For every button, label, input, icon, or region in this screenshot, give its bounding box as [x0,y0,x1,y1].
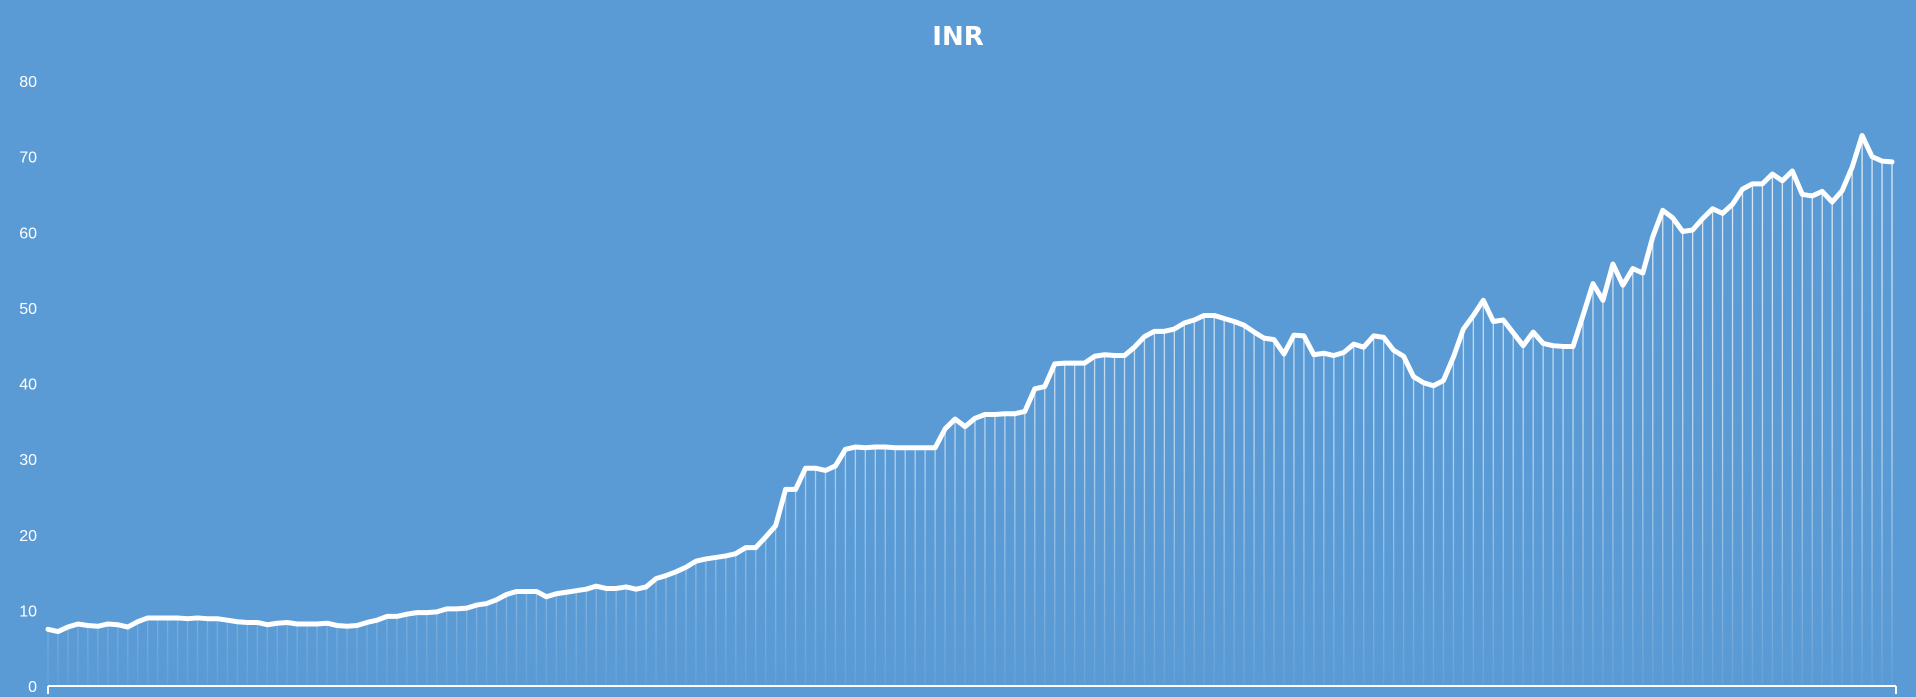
y-tick-label: 80 [19,74,37,91]
stem-series [47,135,1893,686]
y-tick-label: 20 [19,528,37,545]
y-tick-label: 0 [28,679,37,696]
y-tick-label: 40 [19,377,37,394]
y-tick-label: 50 [19,301,37,318]
series-line [45,132,1895,635]
y-axis: 0 10 20 30 40 50 60 70 80 [19,74,37,696]
x-axis [47,685,1897,694]
chart-title: INR [932,22,983,52]
y-tick-label: 60 [19,225,37,242]
y-tick-label: 10 [19,603,37,620]
y-tick-label: 70 [19,150,37,167]
line-series [45,132,1895,635]
y-tick-label: 30 [19,452,37,469]
